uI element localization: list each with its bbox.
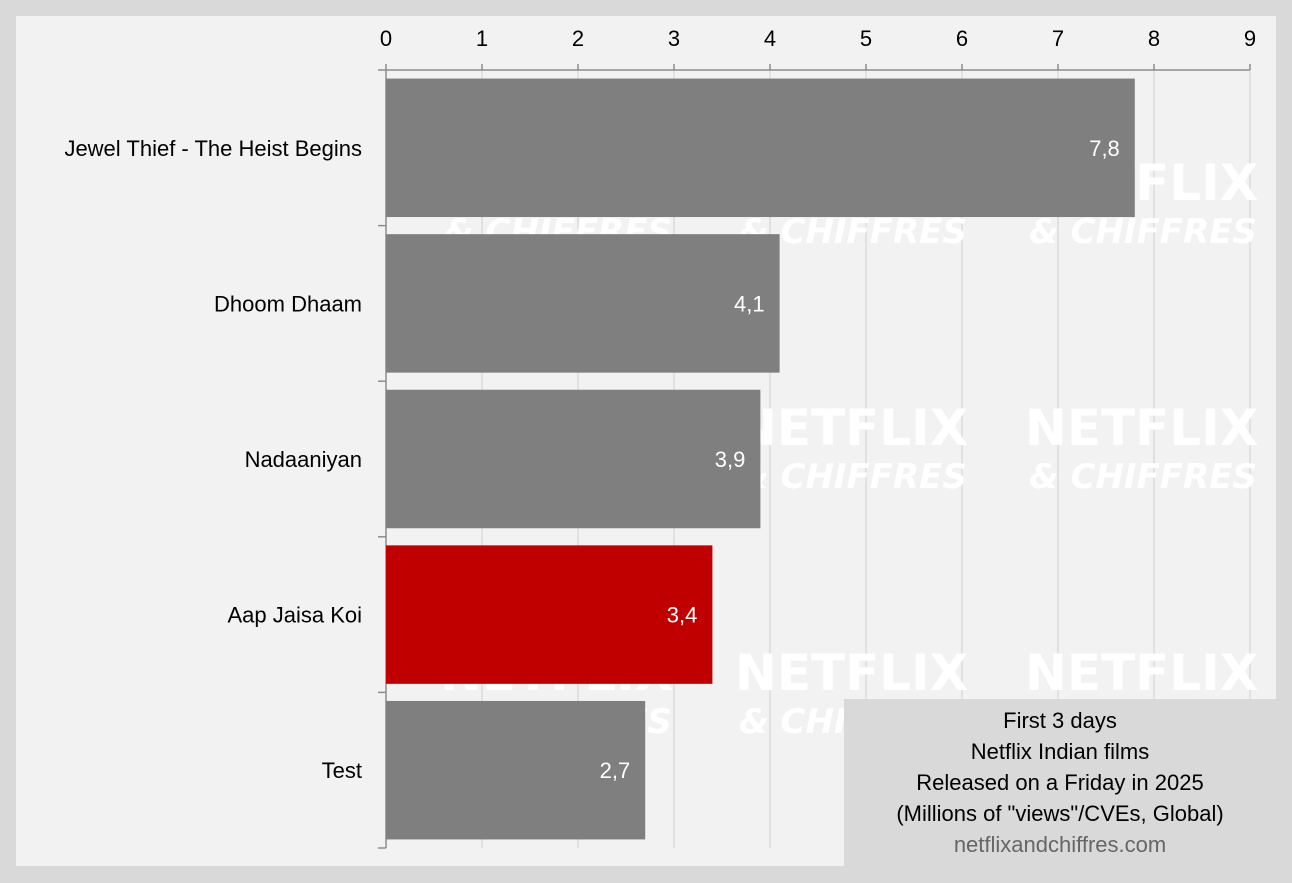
caption-line-3: Released on a Friday in 2025 [916,770,1204,795]
data-label: 3,4 [667,603,698,628]
x-tick-label: 8 [1148,26,1160,51]
x-tick-label: 4 [764,26,776,51]
bar [386,389,761,529]
chart-caption-box: First 3 days Netflix Indian films Releas… [844,699,1276,866]
x-tick-label: 5 [860,26,872,51]
source-link[interactable]: netflixandchiffres.com [953,832,1167,857]
category-label: Nadaaniyan [245,447,362,472]
x-tick-label: 3 [668,26,680,51]
watermark-text: NETFLIX [735,399,968,457]
data-label: 4,1 [734,291,765,316]
watermark-text: NETFLIX [1025,644,1258,702]
bar [386,700,646,840]
watermark-text: NETFLIX [1025,399,1258,457]
bar [386,78,1135,218]
watermark-text: & CHIFFRES [739,457,967,497]
data-label: 2,7 [600,758,631,783]
watermark-text: & CHIFFRES [1029,457,1257,497]
category-label: Dhoom Dhaam [214,291,362,316]
watermark-text: NETFLIX [735,644,968,702]
category-label: Jewel Thief - The Heist Begins [64,136,362,161]
x-tick-label: 0 [380,26,392,51]
category-label: Aap Jaisa Koi [227,603,362,628]
data-label: 3,9 [715,447,746,472]
category-label: Test [322,758,362,783]
x-tick-label: 1 [476,26,488,51]
bar [386,234,780,373]
caption-line-4: (Millions of "views"/CVEs, Global) [896,801,1224,826]
caption-line-1: First 3 days [1003,708,1117,733]
x-tick-label: 2 [572,26,584,51]
watermark-text: & CHIFFRES [1029,212,1257,252]
x-tick-label: 6 [956,26,968,51]
x-tick-label: 7 [1052,26,1064,51]
bar [386,545,713,684]
data-label: 7,8 [1089,136,1120,161]
caption-line-2: Netflix Indian films [970,739,1150,764]
x-tick-label: 9 [1244,26,1256,51]
